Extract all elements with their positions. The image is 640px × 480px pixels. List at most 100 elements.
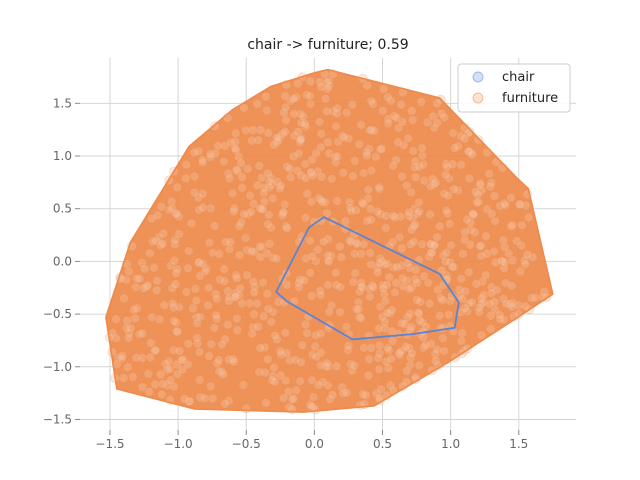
furniture-point (150, 345, 161, 356)
furniture-point (520, 200, 531, 211)
furniture-point (323, 250, 333, 261)
furniture-point (210, 148, 221, 159)
furniture-point (382, 258, 393, 269)
furniture-point (172, 369, 183, 380)
furniture-point (267, 375, 278, 386)
furniture-point (517, 220, 527, 231)
furniture-point (254, 161, 265, 171)
furniture-point (295, 134, 306, 145)
furniture-point (282, 223, 293, 234)
furniture-point (218, 369, 229, 380)
furniture-point (424, 298, 435, 309)
furniture-point (401, 341, 411, 352)
y-tick-label: −1.5 (43, 412, 72, 426)
furniture-point (324, 148, 335, 159)
furniture-point (237, 182, 248, 193)
furniture-point (248, 322, 259, 333)
furniture-point (183, 338, 194, 349)
furniture-point (279, 199, 290, 210)
furniture-point (328, 106, 339, 117)
furniture-point (351, 238, 362, 249)
furniture-point (422, 117, 433, 128)
furniture-point (153, 232, 164, 243)
furniture-point (432, 232, 443, 243)
furniture-point (296, 170, 306, 181)
furniture-point (480, 231, 491, 242)
furniture-point (432, 118, 443, 128)
furniture-point (275, 180, 286, 191)
furniture-point (291, 92, 302, 103)
furniture-point (212, 358, 223, 369)
furniture-point (459, 235, 470, 245)
furniture-point (377, 105, 388, 116)
furniture-point (272, 137, 283, 148)
furniture-point (278, 207, 289, 218)
furniture-point (340, 216, 351, 227)
furniture-point (397, 117, 408, 127)
furniture-point (375, 209, 386, 220)
furniture-point (490, 304, 501, 315)
furniture-point (177, 364, 188, 375)
furniture-point (506, 192, 516, 203)
furniture-point (408, 221, 419, 232)
furniture-point (272, 176, 283, 187)
furniture-point (476, 298, 487, 309)
furniture-point (249, 287, 260, 298)
furniture-point (396, 260, 407, 271)
furniture-point (252, 298, 262, 309)
furniture-point (405, 360, 416, 371)
furniture-point (459, 227, 470, 238)
furniture-point (230, 143, 241, 154)
furniture-point (446, 240, 457, 251)
furniture-point (220, 398, 231, 409)
furniture-point (264, 176, 275, 187)
furniture-point (230, 291, 241, 302)
furniture-point (237, 298, 247, 309)
furniture-point (206, 339, 217, 350)
furniture-point (253, 321, 264, 332)
y-tick-label: 0.0 (53, 254, 72, 268)
furniture-point (150, 345, 160, 356)
furniture-point (185, 396, 195, 407)
furniture-point (267, 179, 278, 190)
furniture-point (414, 315, 425, 326)
furniture-point (167, 283, 178, 294)
furniture-point (491, 285, 502, 296)
furniture-point (435, 323, 446, 334)
furniture-point (298, 111, 309, 122)
furniture-point (462, 214, 473, 225)
furniture-point (499, 263, 510, 274)
furniture-point (363, 193, 373, 204)
furniture-point (271, 253, 282, 264)
furniture-point (262, 288, 273, 299)
furniture-point (428, 111, 439, 122)
furniture-point (335, 282, 346, 293)
furniture-point (171, 208, 182, 219)
chair-convex-hull (275, 216, 460, 341)
furniture-point (409, 162, 420, 173)
furniture-point (209, 220, 220, 231)
furniture-point (184, 396, 194, 407)
furniture-point (201, 263, 212, 274)
furniture-point (378, 84, 389, 94)
furniture-point (170, 279, 181, 290)
furniture-point (219, 276, 230, 287)
furniture-point (261, 397, 272, 408)
furniture-point (438, 345, 449, 356)
furniture-point (213, 141, 223, 151)
furniture-point (500, 200, 511, 211)
furniture-point (346, 236, 356, 247)
furniture-point (378, 280, 388, 291)
furniture-point (275, 346, 286, 357)
furniture-point (289, 130, 300, 141)
furniture-point (195, 312, 206, 322)
furniture-point (177, 354, 187, 365)
furniture-point (398, 140, 409, 151)
furniture-point (169, 381, 179, 392)
furniture-point (285, 96, 296, 106)
furniture-point (382, 307, 393, 318)
furniture-point (425, 209, 435, 220)
furniture-point (240, 233, 251, 243)
x-tick-label: −0.5 (232, 437, 261, 451)
furniture-point (351, 205, 362, 216)
